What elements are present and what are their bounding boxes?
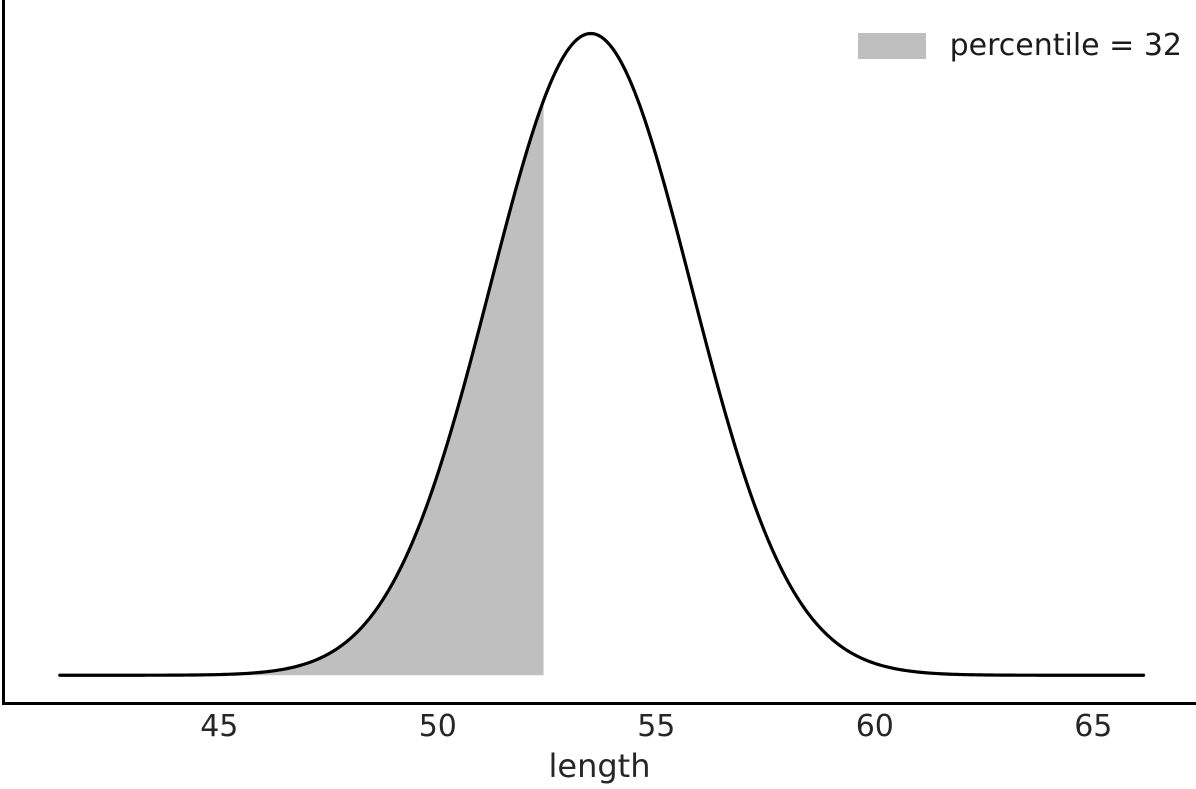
- legend-label: percentile = 32: [949, 28, 1182, 63]
- x-tick-label: 55: [637, 709, 676, 744]
- shaded-percentile-area: [59, 100, 544, 676]
- legend-swatch: [857, 32, 926, 59]
- x-tick-label: 65: [1074, 709, 1113, 744]
- x-tick-label: 50: [418, 709, 457, 744]
- density-curve: [58, 31, 1146, 677]
- x-axis-label: length: [548, 747, 651, 785]
- x-tick-label: 60: [855, 709, 894, 744]
- legend: percentile = 32: [857, 28, 1182, 63]
- x-tick-label: 45: [200, 709, 239, 744]
